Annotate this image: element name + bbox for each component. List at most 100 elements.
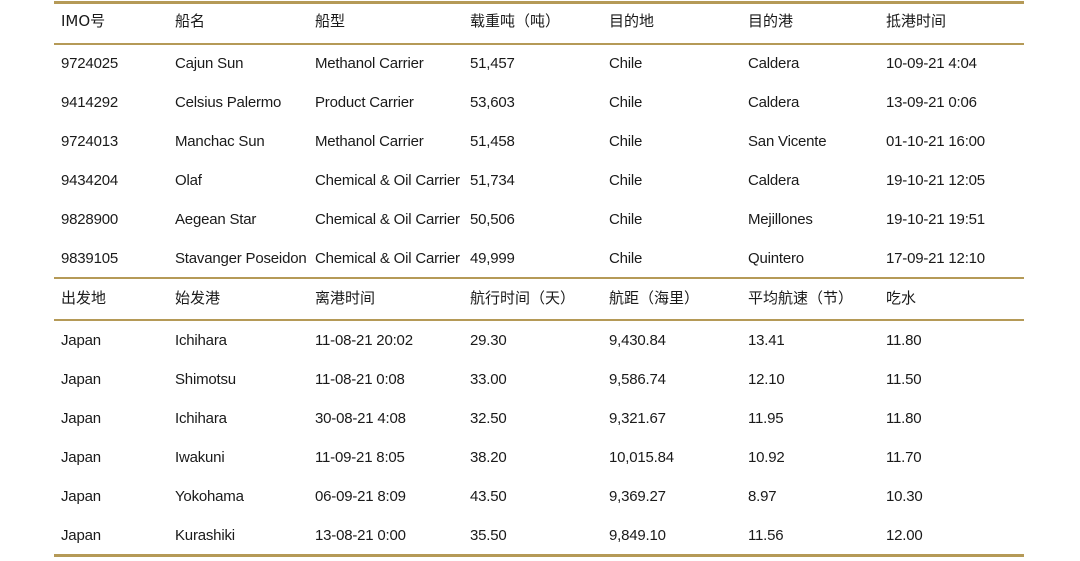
column-header-ship-type: 船型 — [315, 12, 346, 30]
table-row: 9414292 Celsius Palermo Product Carrier … — [0, 83, 1080, 122]
origin-cell: Japan — [61, 332, 101, 349]
arrival-time-cell: 13-09-21 0:06 — [886, 94, 977, 111]
column-header-destination-port: 目的港 — [748, 12, 794, 30]
ship-type-cell: Chemical & Oil Carrier — [315, 172, 460, 189]
avg-speed-cell: 11.95 — [748, 410, 784, 427]
origin-cell: Japan — [61, 410, 101, 427]
origin-port-cell: Iwakuni — [175, 449, 225, 466]
second-header-rule — [54, 319, 1024, 321]
imo-cell: 9839105 — [61, 250, 118, 267]
table-row: Japan Yokohama 06-09-21 8:09 43.50 9,369… — [0, 477, 1080, 516]
section-separator-rule — [54, 277, 1024, 279]
ship-type-cell: Methanol Carrier — [315, 133, 424, 150]
column-header-imo: IMO号 — [61, 12, 106, 30]
arrival-time-cell: 19-10-21 12:05 — [886, 172, 985, 189]
arrival-time-cell: 17-09-21 12:10 — [886, 250, 985, 267]
departure-time-cell: 13-08-21 0:00 — [315, 527, 406, 544]
column-header-departure-time: 离港时间 — [315, 289, 376, 307]
table-row: 9434204 Olaf Chemical & Oil Carrier 51,7… — [0, 161, 1080, 200]
arrival-time-cell: 19-10-21 19:51 — [886, 211, 985, 228]
origin-cell: Japan — [61, 371, 101, 388]
departure-time-cell: 11-08-21 0:08 — [315, 371, 405, 388]
avg-speed-cell: 12.10 — [748, 371, 785, 388]
ship-type-cell: Chemical & Oil Carrier — [315, 250, 460, 267]
dwt-cell: 51,458 — [470, 133, 515, 150]
ship-name-cell: Celsius Palermo — [175, 94, 282, 111]
column-header-origin-port: 始发港 — [175, 289, 221, 307]
table-row: Japan Shimotsu 11-08-21 0:08 33.00 9,586… — [0, 360, 1080, 399]
imo-cell: 9434204 — [61, 172, 118, 189]
table-row: Japan Kurashiki 13-08-21 0:00 35.50 9,84… — [0, 516, 1080, 555]
avg-speed-cell: 13.41 — [748, 332, 785, 349]
ship-type-cell: Chemical & Oil Carrier — [315, 211, 460, 228]
draft-cell: 10.30 — [886, 488, 923, 505]
ship-name-cell: Olaf — [175, 172, 202, 189]
voyage-days-cell: 38.20 — [470, 449, 507, 466]
destination-cell: Chile — [609, 211, 643, 228]
destination-port-cell: Caldera — [748, 172, 800, 189]
ship-name-cell: Stavanger Poseidon — [175, 250, 307, 267]
destination-port-cell: Caldera — [748, 55, 800, 72]
departure-time-cell: 30-08-21 4:08 — [315, 410, 406, 427]
column-header-avg-speed: 平均航速（节） — [748, 289, 854, 307]
imo-cell: 9724013 — [61, 133, 118, 150]
table-row: 9724025 Cajun Sun Methanol Carrier 51,45… — [0, 44, 1080, 83]
destination-cell: Chile — [609, 133, 643, 150]
destination-cell: Chile — [609, 55, 643, 72]
origin-port-cell: Kurashiki — [175, 527, 235, 544]
header-rule — [54, 43, 1024, 45]
origin-cell: Japan — [61, 449, 101, 466]
table-row: Japan Ichihara 11-08-21 20:02 29.30 9,43… — [0, 321, 1080, 360]
table-row: Japan Iwakuni 11-09-21 8:05 38.20 10,015… — [0, 438, 1080, 477]
imo-cell: 9828900 — [61, 211, 118, 228]
destination-port-cell: Mejillones — [748, 211, 813, 228]
column-header-arrival-time: 抵港时间 — [886, 12, 947, 30]
table-row: 9828900 Aegean Star Chemical & Oil Carri… — [0, 200, 1080, 239]
voyage-days-cell: 35.50 — [470, 527, 507, 544]
column-header-voyage-days: 航行时间（天） — [470, 289, 576, 307]
imo-cell: 9724025 — [61, 55, 118, 72]
departure-time-cell: 11-09-21 8:05 — [315, 449, 405, 466]
destination-port-cell: Quintero — [748, 250, 804, 267]
destination-port-cell: Caldera — [748, 94, 800, 111]
draft-cell: 11.70 — [886, 449, 922, 466]
distance-cell: 9,849.10 — [609, 527, 666, 544]
origin-port-cell: Shimotsu — [175, 371, 236, 388]
column-header-ship-name: 船名 — [175, 12, 206, 30]
table-row: 9839105 Stavanger Poseidon Chemical & Oi… — [0, 239, 1080, 278]
dwt-cell: 53,603 — [470, 94, 515, 111]
section1-header-row: IMO号 船名 船型 载重吨（吨） 目的地 目的港 抵港时间 — [0, 2, 1080, 41]
dwt-cell: 51,734 — [470, 172, 515, 189]
column-header-dwt: 载重吨（吨） — [470, 12, 561, 30]
origin-port-cell: Ichihara — [175, 410, 227, 427]
draft-cell: 11.50 — [886, 371, 922, 388]
dwt-cell: 49,999 — [470, 250, 515, 267]
departure-time-cell: 11-08-21 20:02 — [315, 332, 413, 349]
draft-cell: 11.80 — [886, 410, 922, 427]
destination-cell: Chile — [609, 172, 643, 189]
table-bottom-rule — [54, 554, 1024, 557]
voyage-days-cell: 32.50 — [470, 410, 507, 427]
draft-cell: 12.00 — [886, 527, 923, 544]
destination-cell: Chile — [609, 250, 643, 267]
destination-cell: Chile — [609, 94, 643, 111]
arrival-time-cell: 10-09-21 4:04 — [886, 55, 977, 72]
distance-cell: 10,015.84 — [609, 449, 674, 466]
section2-header-row: 出发地 始发港 离港时间 航行时间（天） 航距（海里） 平均航速（节） 吃水 — [0, 279, 1080, 318]
distance-cell: 9,321.67 — [609, 410, 666, 427]
table-row: 9724013 Manchac Sun Methanol Carrier 51,… — [0, 122, 1080, 161]
dwt-cell: 50,506 — [470, 211, 515, 228]
column-header-distance: 航距（海里） — [609, 289, 700, 307]
voyage-days-cell: 43.50 — [470, 488, 507, 505]
avg-speed-cell: 8.97 — [748, 488, 777, 505]
ship-name-cell: Manchac Sun — [175, 133, 265, 150]
origin-port-cell: Yokohama — [175, 488, 244, 505]
ship-type-cell: Methanol Carrier — [315, 55, 424, 72]
arrival-time-cell: 01-10-21 16:00 — [886, 133, 985, 150]
origin-cell: Japan — [61, 488, 101, 505]
ship-name-cell: Cajun Sun — [175, 55, 244, 72]
column-header-destination: 目的地 — [609, 12, 655, 30]
dwt-cell: 51,457 — [470, 55, 515, 72]
ship-name-cell: Aegean Star — [175, 211, 257, 228]
distance-cell: 9,369.27 — [609, 488, 666, 505]
